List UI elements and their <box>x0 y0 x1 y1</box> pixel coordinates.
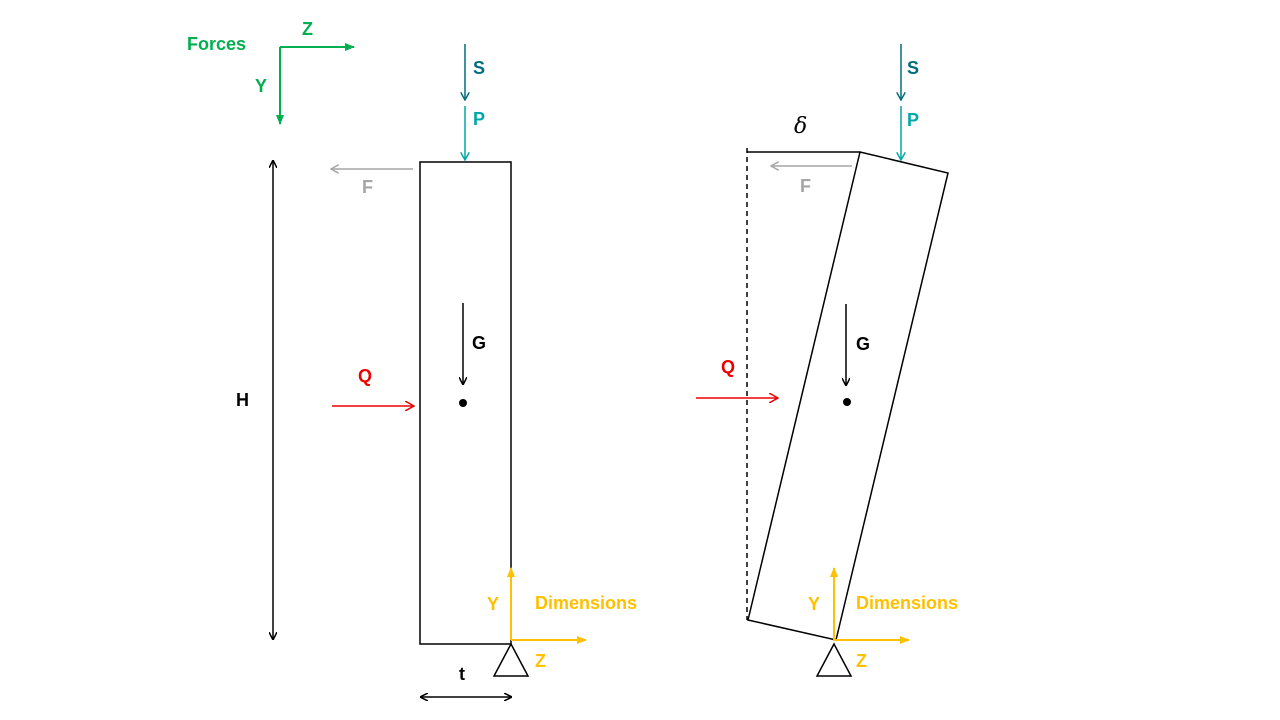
forces-axes: Forces Z Y <box>187 19 355 125</box>
column-rectangle <box>419 161 512 645</box>
pin-support-triangle-right <box>815 642 853 677</box>
column-undeformed: S P F G Q H t Y Dimensions Z <box>236 44 637 697</box>
load-g-label: G <box>472 333 486 353</box>
pin-support-triangle-left <box>492 642 530 677</box>
forces-axes-z-label: Z <box>302 19 313 39</box>
forces-axes-y-label: Y <box>255 76 267 96</box>
center-of-gravity-dot-deformed <box>843 398 851 406</box>
dimensions-axes-z-label-left: Z <box>535 651 546 671</box>
dimensions-axes-y-label-left: Y <box>487 594 499 614</box>
dimensions-axes-title-right: Dimensions <box>856 593 958 613</box>
load-f-label: F <box>362 177 373 197</box>
dimensions-axes-title-left: Dimensions <box>535 593 637 613</box>
displacement-label: δ <box>794 114 807 139</box>
height-label: H <box>236 390 249 410</box>
forces-axes-title: Forces <box>187 34 246 54</box>
load-s-label-deformed: S <box>907 58 919 78</box>
load-g-label-deformed: G <box>856 334 870 354</box>
dimensions-axes-z-label-right: Z <box>856 651 867 671</box>
center-of-gravity-dot <box>459 399 467 407</box>
load-p-label: P <box>473 109 485 129</box>
tilted-column-outline <box>747 151 949 641</box>
load-q-label-deformed: Q <box>721 357 735 377</box>
load-p-label-deformed: P <box>907 110 919 130</box>
load-f-label-deformed: F <box>800 176 811 196</box>
load-q-label: Q <box>358 366 372 386</box>
column-deformed: δ S P F G Q Y Dimensions Z <box>696 44 958 677</box>
dimensions-axes-y-label-right: Y <box>808 594 820 614</box>
thickness-label: t <box>459 664 465 684</box>
load-s-label: S <box>473 58 485 78</box>
